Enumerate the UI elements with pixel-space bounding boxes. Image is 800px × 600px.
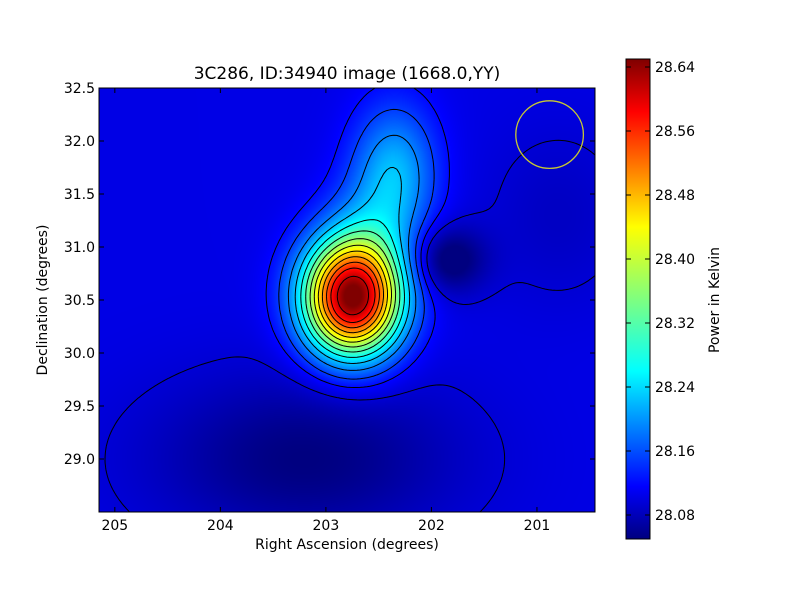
colorbar-tick-label: 28.56 [655,124,695,140]
colorbar [626,59,650,539]
contour-level-7 [309,238,397,348]
colorbar-ticks: 28.08 28.16 28.24 28.32 28.40 28.48 28.56 28.64 [626,60,695,524]
colorbar-tick-label: 28.64 [655,60,695,76]
y-axis-label: Declination (degrees) [35,225,51,376]
contour-level-13 [336,275,369,316]
x-axis: 205 204 203 202 201 [101,88,550,534]
contour-level-10 [321,256,384,334]
y-tick-label: 31.5 [64,187,95,203]
y-tick-label: 32.0 [64,134,95,150]
contour-level-4 [294,166,411,364]
x-tick-label: 201 [524,518,551,534]
colorbar-tick-label: 28.16 [655,444,695,460]
colorbar-label: Power in Kelvin [707,247,723,353]
plot-area [99,88,595,512]
contour-lines [104,88,595,512]
contour-level-5 [300,219,405,358]
contour-level-11 [326,261,380,329]
colorbar-tick-label: 28.48 [655,188,695,204]
colorbar-tick-label: 28.40 [655,252,695,268]
y-tick-label: 29.0 [64,452,95,468]
x-tick-label: 205 [101,518,128,534]
contour-level-0 [104,139,595,512]
colorbar-tick-label: 28.32 [655,316,695,332]
colorbar-frame [625,58,651,540]
colorbar-tick-label: 28.08 [655,508,695,524]
contour-level-12 [330,267,376,323]
x-tick-label: 202 [418,518,445,534]
y-tick-label: 30.0 [64,346,95,362]
x-tick-label: 204 [207,518,234,534]
beam-circle [515,100,585,170]
contour-level-1 [265,88,450,388]
colorbar-tick-label: 28.24 [655,380,695,396]
contour-level-3 [287,134,420,371]
heatmap-image [99,88,595,512]
x-axis-label: Right Ascension (degrees) [255,537,439,553]
y-tick-label: 32.5 [64,81,95,97]
y-tick-label: 31.0 [64,240,95,256]
x-tick-label: 203 [313,518,340,534]
y-tick-label: 30.5 [64,293,95,309]
contour-level-9 [317,250,388,338]
contour-level-8 [313,244,392,343]
y-tick-label: 29.5 [64,399,95,415]
contour-level-6 [305,230,401,353]
chart-title: 3C286, ID:34940 image (1668.0,YY) [194,64,501,84]
y-axis: 29.0 29.5 30.0 30.5 31.0 31.5 32.0 32.5 [64,81,595,468]
contour-level-2 [278,108,435,380]
